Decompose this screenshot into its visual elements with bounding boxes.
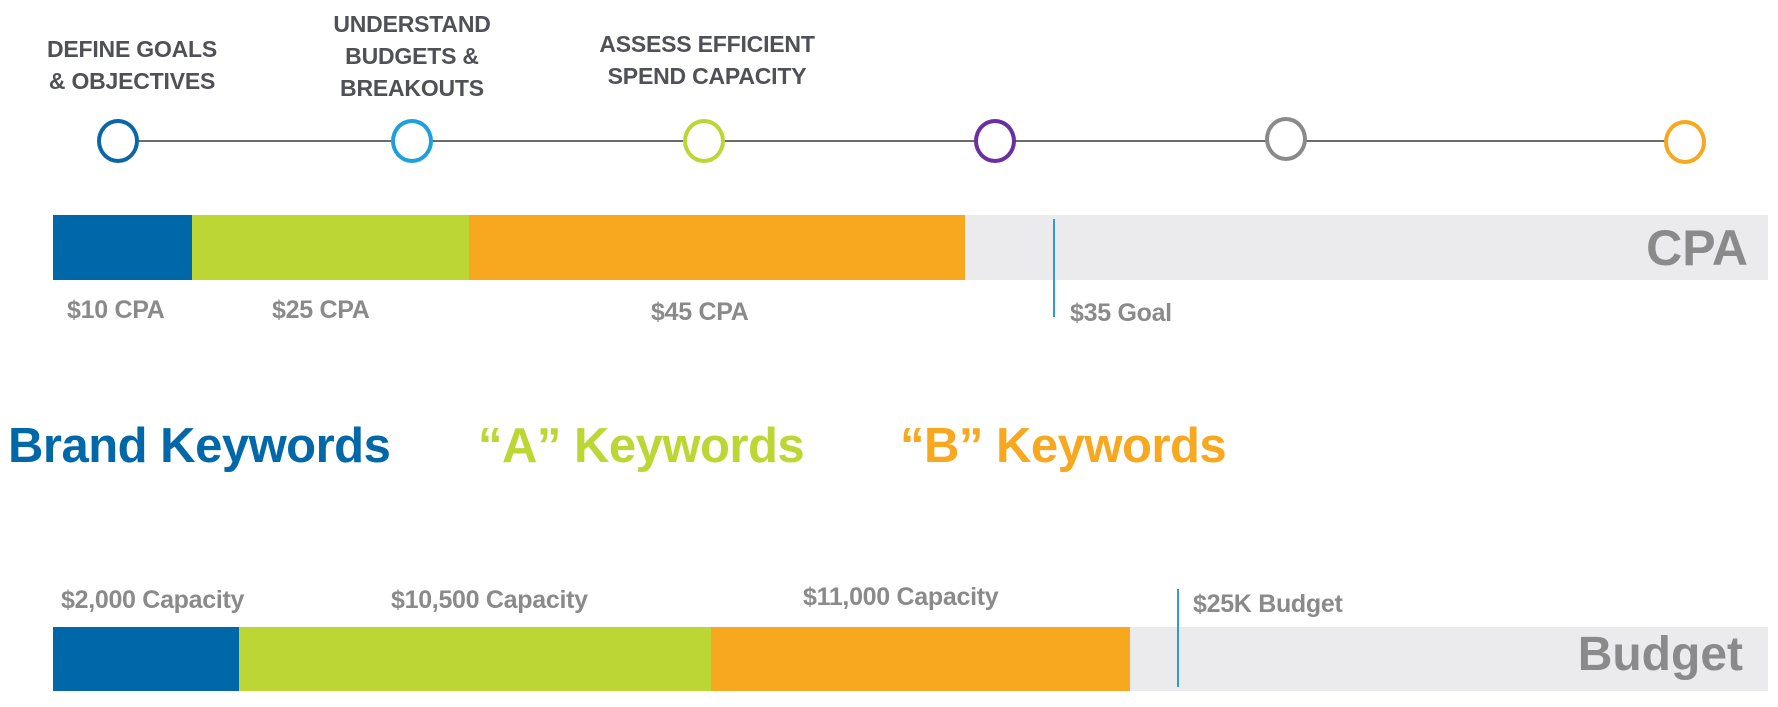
budget-bar-title: Budget xyxy=(1577,628,1743,681)
cpa-bar: CPA xyxy=(53,215,1768,280)
cpa-label-b: $45 CPA xyxy=(651,298,749,326)
cpa-label-a: $25 CPA xyxy=(272,296,370,324)
budget-label-brand: $2,000 Capacity xyxy=(61,586,245,614)
cpa-segment-b xyxy=(469,215,965,280)
budget-limit-label: $25K Budget xyxy=(1193,590,1343,618)
timeline-node-1-circle-icon xyxy=(97,119,139,163)
timeline-line xyxy=(118,140,1665,142)
budget-limit-marker-line xyxy=(1177,589,1179,687)
legend-b-keywords: “B” Keywords xyxy=(900,419,1227,473)
step-label-line: DEFINE GOALS xyxy=(46,36,218,62)
timeline-node-5-circle-icon xyxy=(1265,117,1307,161)
legend-a-keywords: “A” Keywords xyxy=(478,419,805,473)
legend-brand-keywords: Brand Keywords xyxy=(8,419,391,473)
step-label-define-goals: DEFINE GOALS & OBJECTIVES xyxy=(47,33,217,97)
timeline-node-3-circle-icon xyxy=(683,119,725,163)
step-label-understand-budgets: UNDERSTAND BUDGETS & BREAKOUTS xyxy=(333,8,490,104)
budget-segment-b xyxy=(711,627,1130,691)
cpa-segment-brand xyxy=(53,215,192,280)
step-label-line: & OBJECTIVES xyxy=(48,68,216,94)
timeline-node-4-circle-icon xyxy=(974,119,1016,163)
timeline-node-6-circle-icon xyxy=(1664,120,1706,164)
budget-segment-brand xyxy=(53,627,239,691)
cpa-goal-label: $35 Goal xyxy=(1070,299,1172,327)
step-label-line: SPEND CAPACITY xyxy=(607,63,807,89)
cpa-bar-title: CPA xyxy=(1646,220,1748,276)
step-label-line: UNDERSTAND xyxy=(333,11,491,37)
step-label-assess-capacity: ASSESS EFFICIENT SPEND CAPACITY xyxy=(599,28,815,92)
budget-label-b: $11,000 Capacity xyxy=(803,583,999,611)
cpa-label-brand: $10 CPA xyxy=(67,296,165,324)
budget-label-a: $10,500 Capacity xyxy=(391,586,588,614)
timeline-node-2-circle-icon xyxy=(391,119,433,163)
cpa-segment-a xyxy=(192,215,469,280)
step-label-line: ASSESS EFFICIENT xyxy=(599,31,815,57)
budget-bar: Budget xyxy=(53,627,1768,691)
step-label-line: BREAKOUTS xyxy=(340,75,484,101)
step-label-line: BUDGETS & xyxy=(345,43,479,69)
budget-segment-a xyxy=(239,627,711,691)
cpa-goal-marker-line xyxy=(1053,219,1055,317)
